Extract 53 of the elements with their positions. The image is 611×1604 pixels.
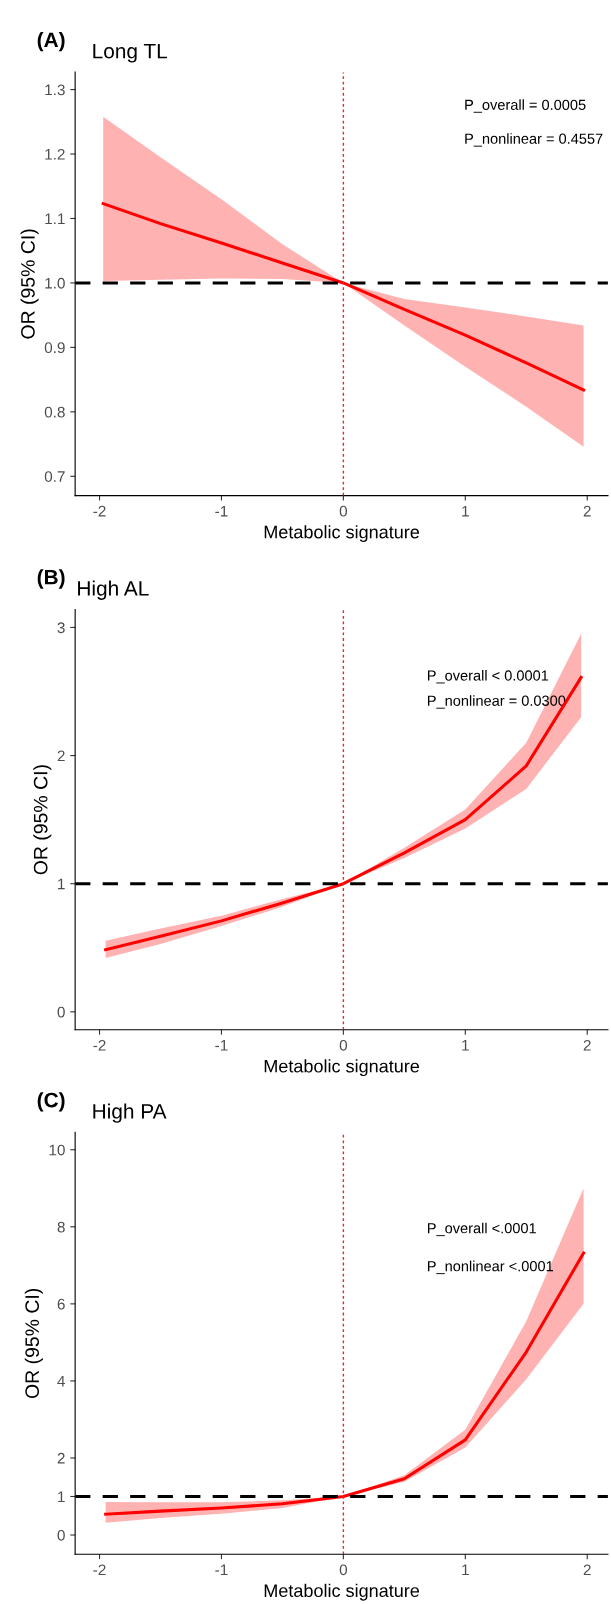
chart-subtitle: High AL [78,580,149,600]
chart-title: (C) [37,1092,65,1112]
line-series [101,202,586,392]
x-tick-label: 2 [583,1564,591,1576]
y-tick-label: 6 [57,1298,65,1310]
y-tick-label: 1.2 [45,148,65,160]
y-tick-label: 0 [57,1006,65,1018]
x-tick-label: 0 [339,1039,348,1051]
y-tick-label: 0.9 [44,342,65,354]
x-axis-title: Metabolic signature [264,1059,420,1077]
x-tick-label: 2 [583,505,591,517]
y-tick-label: 0 [57,1529,65,1541]
y-tick-label: 10 [49,1144,65,1156]
y-tick-label: 1 [58,878,65,890]
y-tick-label: 4 [57,1375,65,1387]
y-tick-label: 2 [57,750,65,762]
chart-title: (A) [37,31,65,52]
y-tick-label: 1 [58,1491,65,1503]
y-tick-label: 0.7 [44,471,65,482]
y-tick-label: 0.8 [44,406,65,418]
x-tick-label: 0 [339,1564,348,1576]
y-tick-label: 1.1 [45,213,65,225]
x-tick-label: -2 [93,505,106,517]
x-tick-label: 1 [462,505,469,517]
chart-subtitle: Long TL [93,43,168,63]
annotation: P_nonlinear = 0.0300 [427,695,566,709]
x-tick-label: -1 [215,1564,228,1576]
x-tick-label: -2 [93,1039,106,1051]
x-tick-label: -2 [93,1564,106,1576]
y-axis-title: OR (95% CI) [33,765,52,875]
x-tick-label: 2 [583,1039,591,1051]
x-tick-label: -1 [215,1040,228,1051]
annotation: P_overall < 0.0001 [427,669,549,684]
annotation: P_overall <.0001 [427,1222,536,1237]
chart-title: (B) [37,569,65,589]
x-tick-label: 1 [462,1040,469,1051]
x-tick-label: 0 [339,505,348,517]
x-tick-label: 1 [462,1564,469,1576]
annotation: P_nonlinear = 0.4557 [465,133,603,147]
x-axis-title: Metabolic signature [264,525,420,542]
line-series [104,1251,586,1516]
chart-subtitle: High PA [93,1103,167,1123]
annotation: P_overall = 0.0005 [465,99,586,113]
y-axis-title: OR (95% CI) [24,1288,43,1399]
y-tick-label: 3 [57,622,65,634]
x-tick-label: -1 [215,505,228,517]
y-axis-title: OR (95% CI) [20,229,39,339]
y-tick-label: 8 [57,1221,65,1233]
x-axis-title: Metabolic signature [264,1583,420,1601]
y-tick-label: 2 [57,1452,65,1464]
y-tick-label: 1.0 [45,277,65,289]
annotation: P_nonlinear <.0001 [427,1260,553,1275]
y-tick-label: 1.3 [45,84,65,96]
